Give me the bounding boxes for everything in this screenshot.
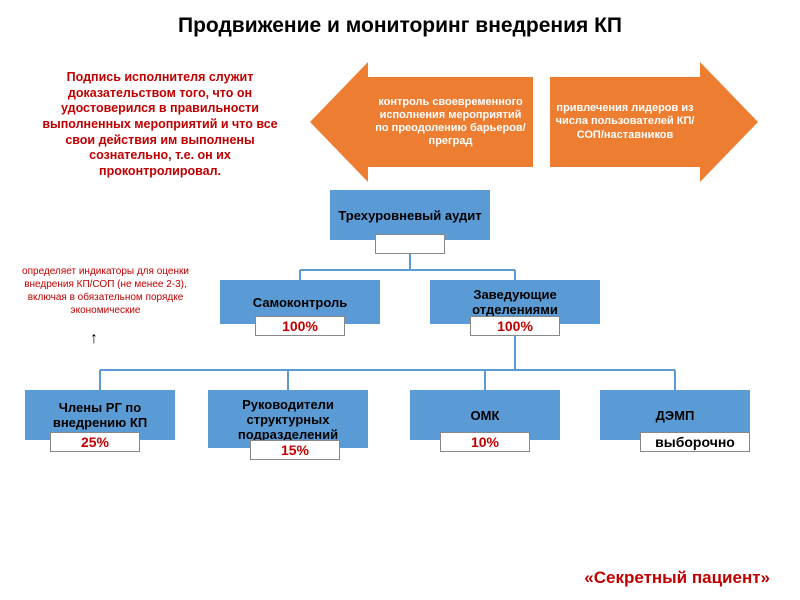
arrow-left-head	[310, 62, 368, 182]
badge-ruk: 15%	[250, 440, 340, 460]
org-chart: Трехуровневый аудитСамоконтроль100%Завед…	[0, 190, 800, 560]
arrow-right: привлечения лидеров из числа пользовател…	[550, 62, 758, 182]
arrows-row: контроль своевременного исполнения мероп…	[0, 62, 800, 192]
footer-label: «Секретный пациент»	[584, 568, 770, 588]
arrow-right-head	[700, 62, 758, 182]
badge-rg: 25%	[50, 432, 140, 452]
arrow-left-body: контроль своевременного исполнения мероп…	[368, 77, 533, 167]
arrow-left: контроль своевременного исполнения мероп…	[310, 62, 533, 182]
arrow-right-body: привлечения лидеров из числа пользовател…	[550, 77, 700, 167]
org-box-root: Трехуровневый аудит	[330, 190, 490, 240]
page-title: Продвижение и мониторинг внедрения КП	[0, 0, 800, 42]
badge-omk: 10%	[440, 432, 530, 452]
badge-root	[375, 234, 445, 254]
badge-heads: 100%	[470, 316, 560, 336]
badge-demp: выборочно	[640, 432, 750, 452]
badge-self: 100%	[255, 316, 345, 336]
